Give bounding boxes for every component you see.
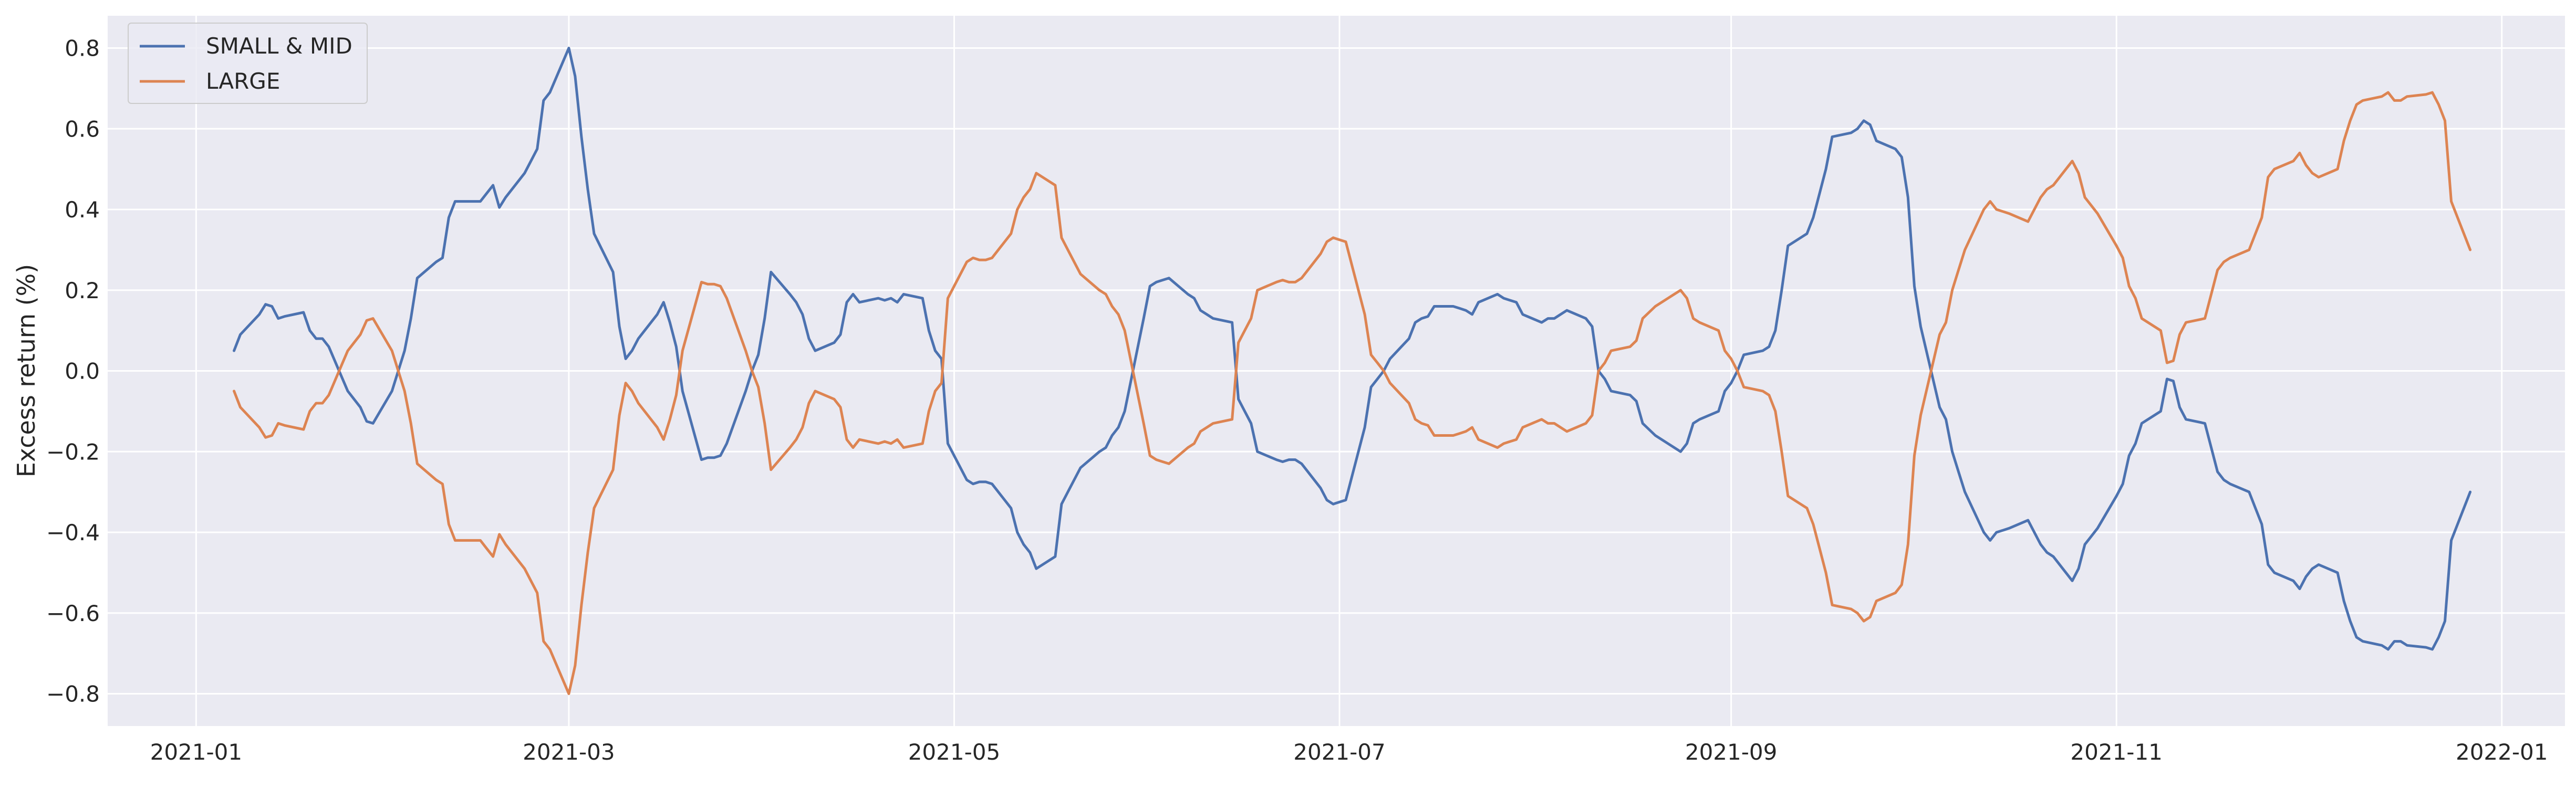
x-tick-label: 2021-09 xyxy=(1685,739,1778,765)
y-tick-label: 0.0 xyxy=(65,359,100,384)
y-tick-labels: −0.8 −0.6 −0.4 −0.2 0.0 0.2 0.4 0.6 0.8 xyxy=(46,36,100,707)
y-tick-label: −0.4 xyxy=(46,520,100,545)
legend: SMALL & MID LARGE xyxy=(128,23,368,104)
x-tick-label: 2021-05 xyxy=(908,739,1001,765)
y-tick-label: −0.2 xyxy=(46,439,100,465)
y-tick-label: 0.6 xyxy=(65,116,100,142)
x-tick-label: 2021-01 xyxy=(150,739,243,765)
y-tick-label: 0.4 xyxy=(65,197,100,223)
y-tick-label: −0.8 xyxy=(46,681,100,707)
series-line-small-mid xyxy=(233,47,2472,651)
legend-label-small-mid: SMALL & MID xyxy=(206,33,352,59)
legend-box xyxy=(128,23,368,104)
x-tick-labels: 2021-01 2021-03 2021-05 2021-07 2021-09 2021-… xyxy=(150,739,2548,765)
x-tick-label: 2021-11 xyxy=(2070,739,2163,765)
y-tick-label: 0.2 xyxy=(65,278,100,303)
x-tick-label: 2022-01 xyxy=(2456,739,2548,765)
y-tick-label: −0.6 xyxy=(46,601,100,626)
x-gridlines xyxy=(195,16,2503,726)
legend-label-large: LARGE xyxy=(206,68,280,94)
y-gridlines xyxy=(108,47,2565,695)
x-tick-label: 2021-03 xyxy=(523,739,615,765)
x-tick-label: 2021-07 xyxy=(1293,739,1386,765)
series-lines xyxy=(233,47,2472,695)
series-line-large xyxy=(233,91,2472,695)
y-tick-label: 0.8 xyxy=(65,36,100,61)
y-axis-title: Excess return (%) xyxy=(12,264,40,478)
